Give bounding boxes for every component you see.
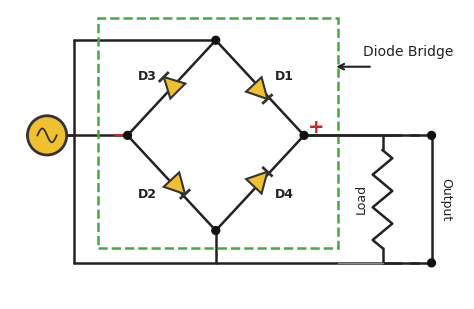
Circle shape <box>428 131 436 139</box>
Circle shape <box>428 259 436 267</box>
Polygon shape <box>246 172 267 193</box>
Text: Output: Output <box>439 177 452 221</box>
Text: Diode Bridge: Diode Bridge <box>363 45 453 59</box>
Polygon shape <box>246 77 267 99</box>
Text: D4: D4 <box>275 188 294 201</box>
Circle shape <box>300 131 308 139</box>
Polygon shape <box>164 77 185 99</box>
Circle shape <box>124 131 131 139</box>
Text: D1: D1 <box>275 70 294 83</box>
Circle shape <box>212 36 219 44</box>
Circle shape <box>27 116 67 155</box>
Polygon shape <box>164 172 185 194</box>
Text: +: + <box>308 118 324 137</box>
Text: D3: D3 <box>137 70 156 83</box>
Circle shape <box>212 226 219 235</box>
Text: Load: Load <box>355 184 367 214</box>
Text: D2: D2 <box>137 188 156 201</box>
Text: −: − <box>111 126 128 145</box>
Bar <box>98 18 338 248</box>
